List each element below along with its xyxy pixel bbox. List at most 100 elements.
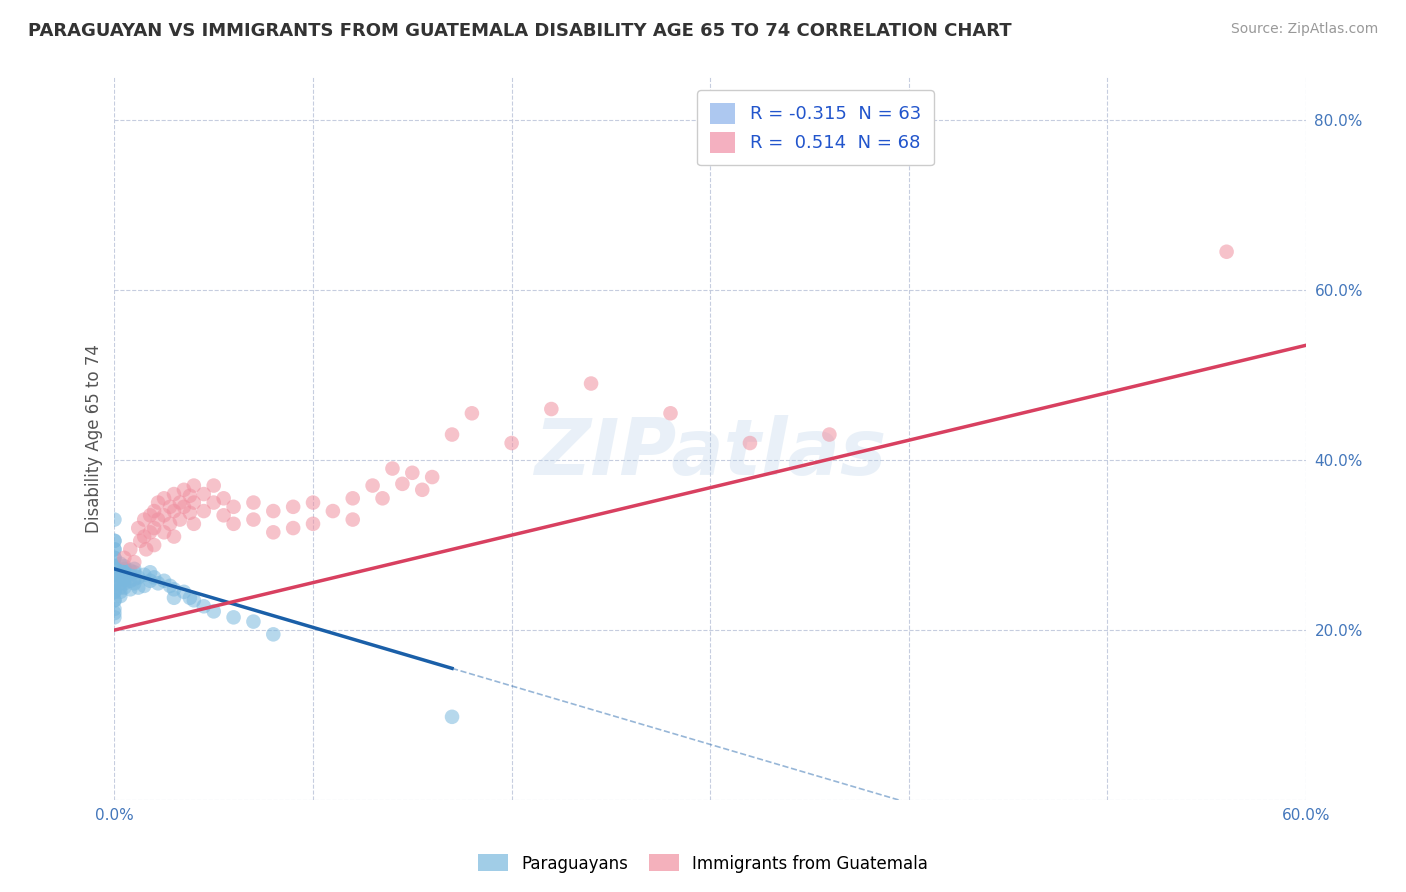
Point	[262, 627, 284, 641]
Point	[103, 584, 125, 599]
Text: Source: ZipAtlas.com: Source: ZipAtlas.com	[1230, 22, 1378, 37]
Point	[103, 567, 125, 582]
Point	[139, 525, 162, 540]
Point	[411, 483, 433, 497]
Point	[143, 538, 166, 552]
Point	[134, 579, 156, 593]
Point	[153, 508, 176, 523]
Point	[103, 559, 125, 574]
Point	[501, 436, 523, 450]
Point	[159, 579, 181, 593]
Point	[179, 591, 201, 605]
Text: PARAGUAYAN VS IMMIGRANTS FROM GUATEMALA DISABILITY AGE 65 TO 74 CORRELATION CHAR: PARAGUAYAN VS IMMIGRANTS FROM GUATEMALA …	[28, 22, 1012, 40]
Point	[103, 593, 125, 607]
Point	[103, 576, 125, 591]
Point	[420, 470, 443, 484]
Point	[222, 610, 245, 624]
Point	[193, 504, 215, 518]
Point	[127, 581, 149, 595]
Point	[202, 495, 225, 509]
Point	[146, 512, 169, 526]
Point	[139, 566, 162, 580]
Point	[110, 572, 132, 586]
Point	[146, 576, 169, 591]
Point	[103, 550, 125, 565]
Point	[120, 542, 142, 557]
Point	[659, 406, 682, 420]
Point	[212, 508, 235, 523]
Point	[135, 542, 157, 557]
Point	[103, 512, 125, 526]
Point	[146, 495, 169, 509]
Point	[139, 508, 162, 523]
Point	[134, 567, 156, 582]
Point	[103, 576, 125, 591]
Point	[163, 591, 186, 605]
Point	[103, 606, 125, 620]
Point	[1215, 244, 1237, 259]
Point	[103, 550, 125, 565]
Point	[153, 491, 176, 506]
Legend: R = -0.315  N = 63, R =  0.514  N = 68: R = -0.315 N = 63, R = 0.514 N = 68	[697, 90, 934, 165]
Point	[342, 512, 364, 526]
Point	[212, 491, 235, 506]
Point	[283, 521, 305, 535]
Point	[441, 427, 464, 442]
Point	[193, 487, 215, 501]
Point	[153, 525, 176, 540]
Point	[120, 567, 142, 582]
Point	[242, 615, 264, 629]
Point	[302, 516, 325, 531]
Point	[371, 491, 394, 506]
Point	[163, 504, 186, 518]
Point	[103, 602, 125, 616]
Point	[222, 500, 245, 514]
Point	[143, 521, 166, 535]
Point	[112, 581, 135, 595]
Point	[122, 566, 145, 580]
Point	[202, 604, 225, 618]
Point	[112, 550, 135, 565]
Point	[139, 574, 162, 588]
Point	[103, 533, 125, 548]
Point	[183, 593, 205, 607]
Point	[143, 570, 166, 584]
Point	[103, 584, 125, 599]
Point	[127, 521, 149, 535]
Point	[183, 478, 205, 492]
Point	[242, 495, 264, 509]
Point	[112, 576, 135, 591]
Point	[110, 581, 132, 595]
Point	[540, 402, 562, 417]
Point	[110, 557, 132, 571]
Point	[461, 406, 484, 420]
Point	[193, 599, 215, 614]
Point	[342, 491, 364, 506]
Point	[179, 489, 201, 503]
Point	[110, 589, 132, 603]
Point	[110, 567, 132, 582]
Point	[120, 574, 142, 588]
Point	[173, 483, 195, 497]
Point	[179, 506, 201, 520]
Point	[173, 584, 195, 599]
Point	[110, 584, 132, 599]
Point	[103, 610, 125, 624]
Point	[112, 562, 135, 576]
Point	[169, 512, 191, 526]
Point	[103, 567, 125, 582]
Point	[163, 530, 186, 544]
Point	[169, 495, 191, 509]
Point	[202, 478, 225, 492]
Point	[153, 574, 176, 588]
Point	[134, 530, 156, 544]
Point	[103, 559, 125, 574]
Point	[163, 582, 186, 597]
Legend: Paraguayans, Immigrants from Guatemala: Paraguayans, Immigrants from Guatemala	[471, 847, 935, 880]
Point	[262, 504, 284, 518]
Point	[579, 376, 602, 391]
Point	[134, 512, 156, 526]
Point	[129, 533, 152, 548]
Y-axis label: Disability Age 65 to 74: Disability Age 65 to 74	[86, 344, 103, 533]
Point	[103, 542, 125, 557]
